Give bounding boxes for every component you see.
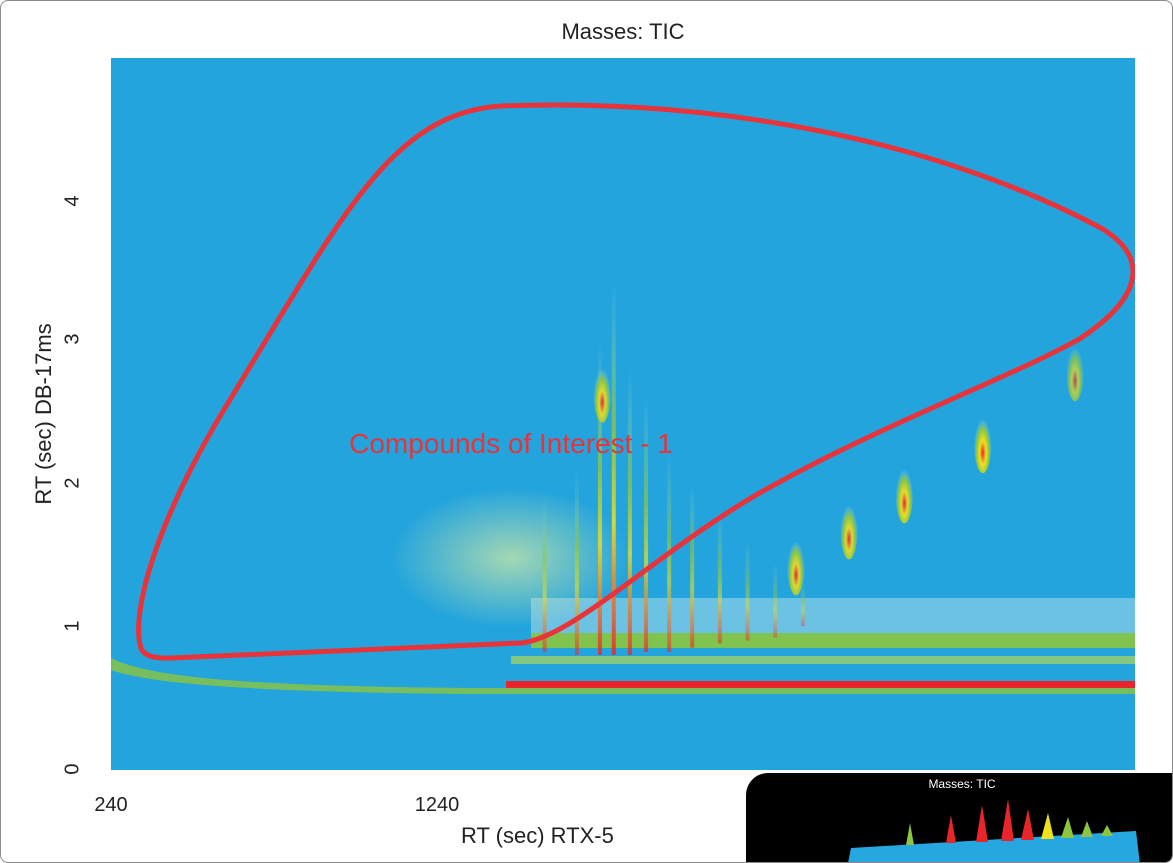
inset-surface-svg xyxy=(848,799,1140,862)
haze-cloud xyxy=(391,488,631,628)
peak-spot xyxy=(593,354,612,423)
inset-peak xyxy=(946,815,956,843)
peak-spot xyxy=(895,455,914,524)
y-axis-label: RT (sec) DB-17ms xyxy=(31,323,56,505)
peak-streak xyxy=(745,539,750,641)
inset-peak xyxy=(976,805,988,842)
inset-peak xyxy=(1001,799,1014,841)
bleed-band-light xyxy=(511,656,1135,664)
peak-streak xyxy=(690,482,695,648)
heatmap-plot-area[interactable]: Compounds of Interest - 1 xyxy=(111,58,1135,770)
y-tick-label: 0 xyxy=(61,763,84,775)
3d-surface-inset[interactable]: Masses: TIC xyxy=(746,773,1172,862)
x-axis-label: RT (sec) RTX-5 xyxy=(461,823,614,848)
inset-surface xyxy=(848,831,1140,862)
peak-streak xyxy=(611,280,616,655)
y-tick-label: 3 xyxy=(61,333,84,345)
inset-peak xyxy=(1061,817,1074,838)
peak-streak xyxy=(542,496,547,653)
region-outline[interactable] xyxy=(136,102,1135,661)
peak-streak xyxy=(717,511,722,644)
heatmap-svg: Compounds of Interest - 1 xyxy=(111,58,1135,770)
peak-spot xyxy=(973,405,992,474)
inset-title: Masses: TIC xyxy=(928,777,996,791)
inset-peak xyxy=(1081,821,1093,837)
inset-peak xyxy=(906,823,914,845)
inset-peak xyxy=(1101,825,1113,836)
bleed-band-red xyxy=(506,681,1135,688)
region-label: Compounds of Interest - 1 xyxy=(349,428,673,459)
inset-peak xyxy=(1021,809,1034,840)
peak-streak xyxy=(644,396,649,653)
bleed-band-upper xyxy=(531,633,1135,648)
peak-streak xyxy=(773,561,778,638)
bleed-band-green xyxy=(111,658,1135,694)
y-tick-label: 2 xyxy=(61,477,84,489)
peak-spot xyxy=(786,527,805,596)
peak-spot xyxy=(840,491,859,560)
inset-peak xyxy=(1041,813,1054,839)
peak-streak xyxy=(627,367,632,655)
chart-title: Masses: TIC xyxy=(561,19,685,44)
y-tick-label: 4 xyxy=(61,195,84,207)
peak-streak xyxy=(800,583,805,627)
y-tick-label: 1 xyxy=(61,620,84,632)
peak-streak xyxy=(597,338,602,655)
peak-spot xyxy=(1066,333,1085,402)
bleed-band-haze xyxy=(531,598,1135,633)
x-tick-label: 240 xyxy=(94,794,128,816)
peak-streak xyxy=(574,467,579,655)
x-tick-label: 1240 xyxy=(414,794,460,816)
